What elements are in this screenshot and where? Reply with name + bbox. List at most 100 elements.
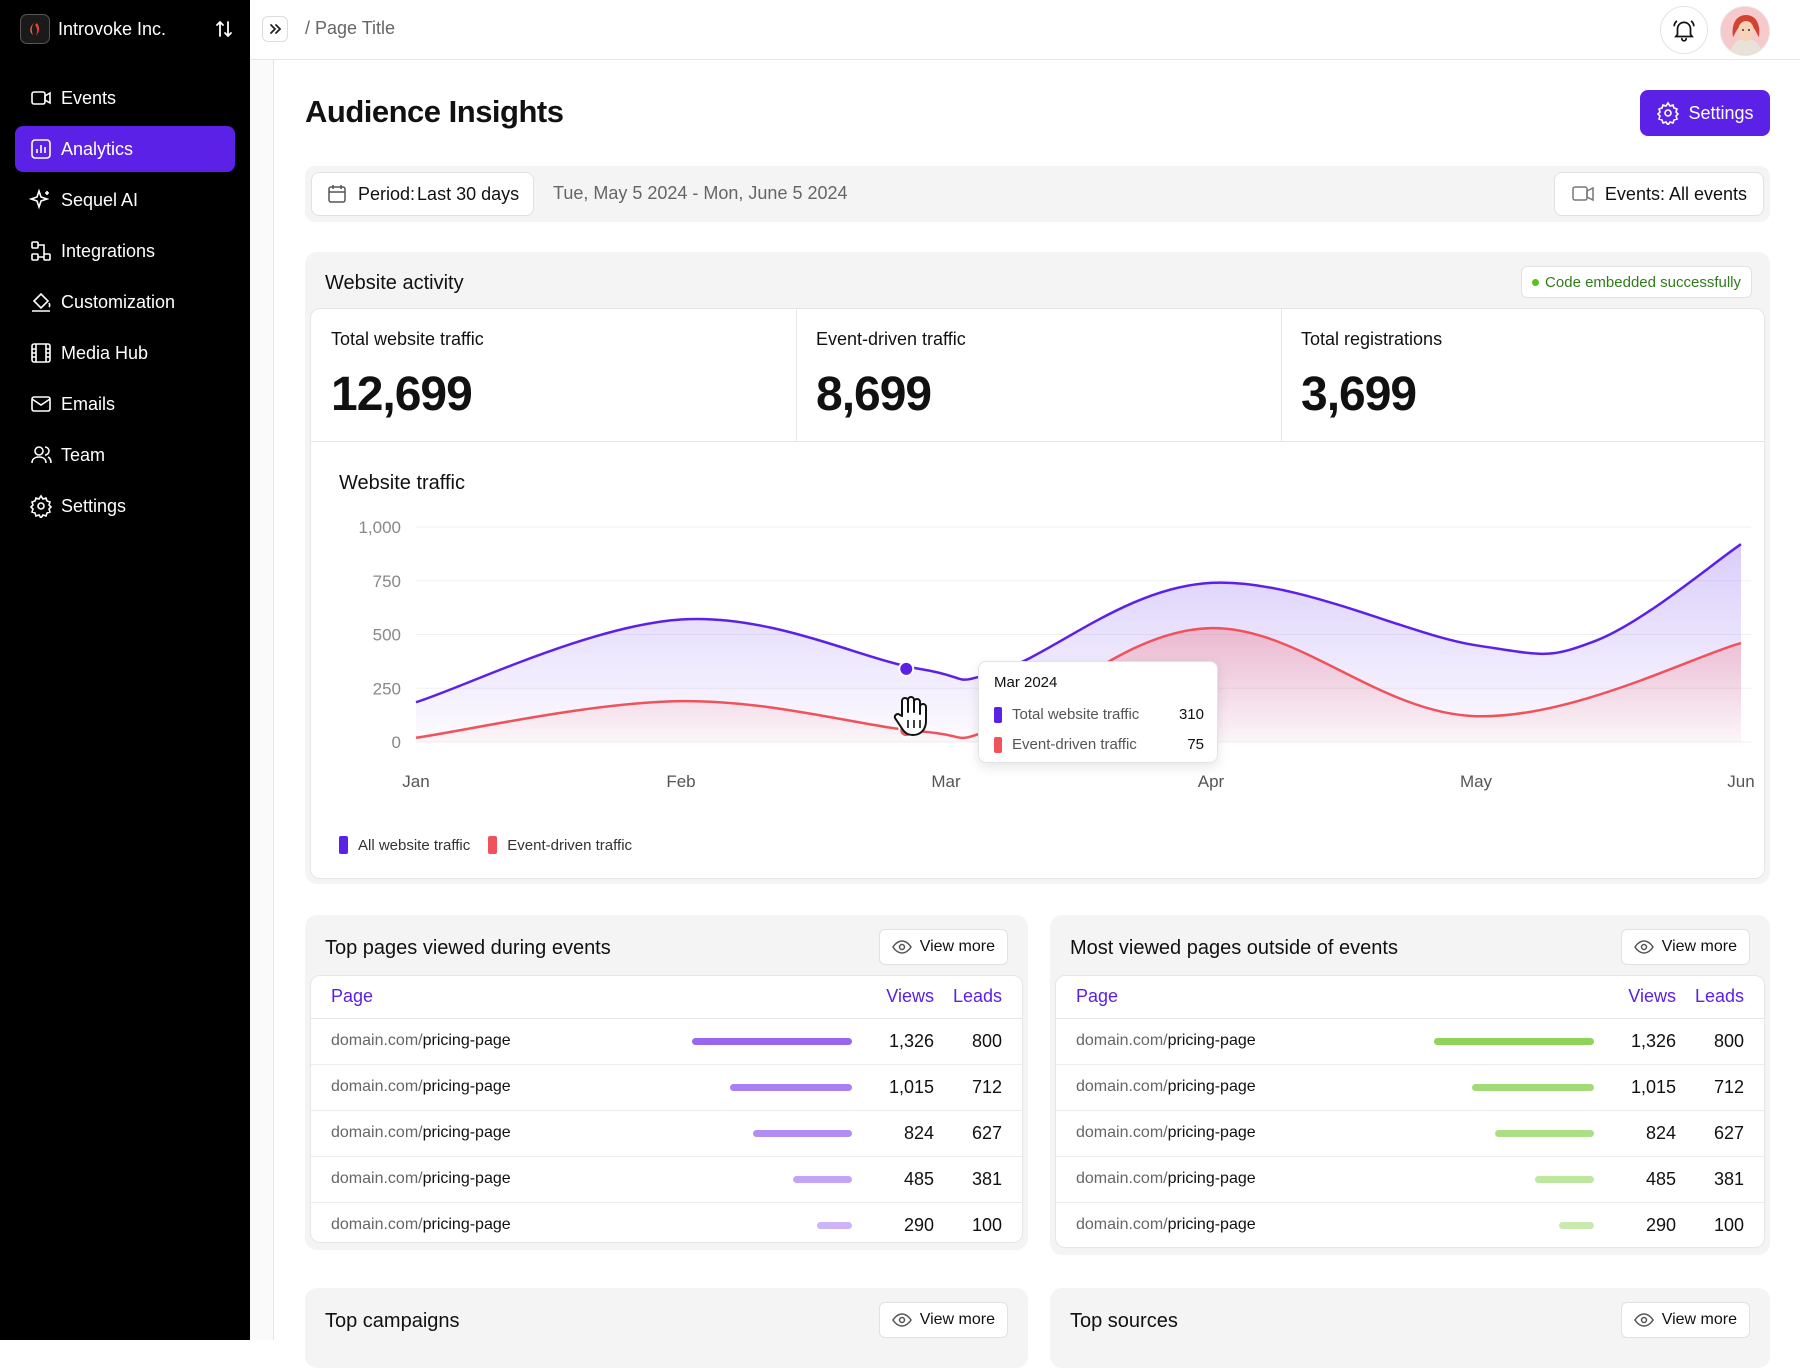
page-cell[interactable]: domain.com/pricing-page: [311, 1110, 662, 1157]
film-icon: [31, 343, 51, 363]
top-pages-events-card: Top pages viewed during events View more…: [305, 915, 1028, 1250]
views-cell: 824: [862, 1110, 942, 1157]
sidebar-item-analytics[interactable]: Analytics: [15, 126, 235, 172]
y-tick-label: 250: [373, 679, 401, 698]
card-title: Most viewed pages outside of events: [1070, 937, 1398, 959]
sidebar-item-sequel-ai[interactable]: Sequel AI: [15, 177, 235, 223]
page-path: pricing-page: [1167, 1216, 1256, 1233]
sidebar-item-label: Media Hub: [61, 342, 149, 363]
views-bar: [1472, 1083, 1594, 1091]
breadcrumb[interactable]: / Page Title: [305, 18, 396, 38]
bar-cell: [1404, 1110, 1604, 1157]
sidebar-item-settings[interactable]: Settings: [15, 483, 235, 529]
page-domain: domain.com/: [331, 1216, 423, 1233]
views-cell: 1,326: [1604, 1018, 1684, 1065]
events-filter-label: Events: All events: [1604, 183, 1747, 204]
stat-event-traffic: Event-driven traffic 8,699: [796, 309, 1281, 443]
page-cell[interactable]: domain.com/pricing-page: [1056, 1064, 1404, 1111]
leads-cell: 800: [942, 1018, 1022, 1065]
website-activity-card: Website activity Code embedded successfu…: [305, 252, 1770, 884]
stat-value: 12,699: [331, 368, 473, 421]
avatar[interactable]: [1720, 6, 1770, 56]
mail-icon: [31, 396, 51, 412]
sidebar-item-events[interactable]: Events: [15, 75, 235, 121]
period-label: Period:: [358, 183, 416, 204]
success-dot-icon: [1532, 278, 1540, 286]
stat-registrations: Total registrations 3,699: [1281, 309, 1766, 443]
website-activity-title: Website activity: [325, 272, 464, 294]
page-cell[interactable]: domain.com/pricing-page: [311, 1018, 662, 1065]
column-header-views[interactable]: Views: [1604, 976, 1684, 1019]
page-cell[interactable]: domain.com/pricing-page: [1056, 1156, 1404, 1203]
leads-cell: 627: [942, 1110, 1022, 1157]
sidebar-item-media-hub[interactable]: Media Hub: [15, 330, 235, 376]
expand-sidebar-button[interactable]: [262, 16, 288, 42]
legend-item-all: All website traffic: [339, 836, 470, 854]
page-domain: domain.com/: [331, 1032, 423, 1049]
page-path: pricing-page: [422, 1032, 511, 1049]
sidebar-item-team[interactable]: Team: [15, 432, 235, 478]
sidebar-item-customization[interactable]: Customization: [15, 279, 235, 325]
sidebar-item-emails[interactable]: Emails: [15, 381, 235, 427]
page-cell[interactable]: domain.com/pricing-page: [311, 1156, 662, 1203]
view-more-button[interactable]: View more: [1620, 929, 1750, 965]
stat-label: Total website traffic: [331, 329, 484, 349]
column-header-views[interactable]: Views: [862, 976, 942, 1019]
views-bar: [1559, 1221, 1594, 1229]
leads-cell: 100: [942, 1202, 1022, 1242]
stat-divider: [796, 309, 797, 443]
table-row[interactable]: domain.com/pricing-page 1,326 800: [311, 1018, 1022, 1065]
page-cell[interactable]: domain.com/pricing-page: [311, 1202, 662, 1242]
card-title: Top campaigns: [325, 1310, 460, 1332]
table-row[interactable]: domain.com/pricing-page 1,015 712: [1056, 1064, 1764, 1111]
switch-org-icon[interactable]: [213, 18, 235, 40]
tooltip-value: 310: [1178, 706, 1204, 723]
page-path: pricing-page: [1167, 1032, 1256, 1049]
sidebar-item-label: Events: [61, 87, 117, 108]
period-selector[interactable]: Period: Last 30 days: [311, 172, 535, 216]
sidebar-item-label: Team: [61, 444, 106, 465]
page-cell[interactable]: domain.com/pricing-page: [1056, 1202, 1404, 1247]
column-header-leads[interactable]: Leads: [1684, 976, 1764, 1019]
page-cell[interactable]: domain.com/pricing-page: [1056, 1110, 1404, 1157]
table-row[interactable]: domain.com/pricing-page 824 627: [311, 1110, 1022, 1157]
page-title: Audience Insights: [305, 94, 564, 129]
table-row[interactable]: domain.com/pricing-page 1,015 712: [311, 1064, 1022, 1111]
notifications-button[interactable]: [1660, 6, 1708, 54]
page-path: pricing-page: [422, 1124, 511, 1141]
org-switcher[interactable]: Introvoke Inc.: [20, 12, 235, 46]
bar-cell: [1404, 1018, 1604, 1065]
sidebar-nav: Events Analytics Sequel AI Integrations …: [15, 75, 235, 534]
table-row[interactable]: domain.com/pricing-page 824 627: [1056, 1110, 1764, 1157]
table-row[interactable]: domain.com/pricing-page 290 100: [1056, 1202, 1764, 1247]
table-body: domain.com/pricing-page 1,326 800 domain.co…: [1056, 1018, 1764, 1247]
table-row[interactable]: domain.com/pricing-page 485 381: [311, 1156, 1022, 1203]
view-more-button[interactable]: View more: [878, 1302, 1008, 1338]
column-header-page[interactable]: Page: [311, 976, 662, 1019]
view-more-label: View more: [1661, 938, 1737, 955]
tooltip-label: Event-driven traffic: [1012, 736, 1137, 753]
table-row[interactable]: domain.com/pricing-page 290 100: [311, 1202, 1022, 1242]
column-header-leads[interactable]: Leads: [942, 976, 1022, 1019]
views-bar: [692, 1037, 852, 1045]
view-more-button[interactable]: View more: [1620, 1302, 1750, 1338]
table-header-row: Page Views Leads: [311, 976, 1022, 1019]
legend-label: All website traffic: [358, 836, 471, 854]
stat-value: 8,699: [816, 368, 932, 421]
settings-button-label: Settings: [1688, 102, 1754, 123]
series-all-traffic-area: [416, 544, 1741, 742]
table-row[interactable]: domain.com/pricing-page 485 381: [1056, 1156, 1764, 1203]
events-filter[interactable]: Events: All events: [1553, 172, 1764, 216]
table-row[interactable]: domain.com/pricing-page 1,326 800: [1056, 1018, 1764, 1065]
page-domain: domain.com/: [331, 1078, 423, 1095]
sidebar-item-label: Customization: [61, 291, 176, 312]
settings-button[interactable]: Settings: [1640, 90, 1770, 136]
page-cell[interactable]: domain.com/pricing-page: [1056, 1018, 1404, 1065]
views-cell: 485: [1604, 1156, 1684, 1203]
sidebar-item-integrations[interactable]: Integrations: [15, 228, 235, 274]
column-header-page[interactable]: Page: [1056, 976, 1404, 1019]
sidebar-item-label: Emails: [61, 393, 116, 414]
view-more-button[interactable]: View more: [878, 929, 1008, 965]
page-cell[interactable]: domain.com/pricing-page: [311, 1064, 662, 1111]
sidebar-item-label: Analytics: [61, 138, 134, 159]
